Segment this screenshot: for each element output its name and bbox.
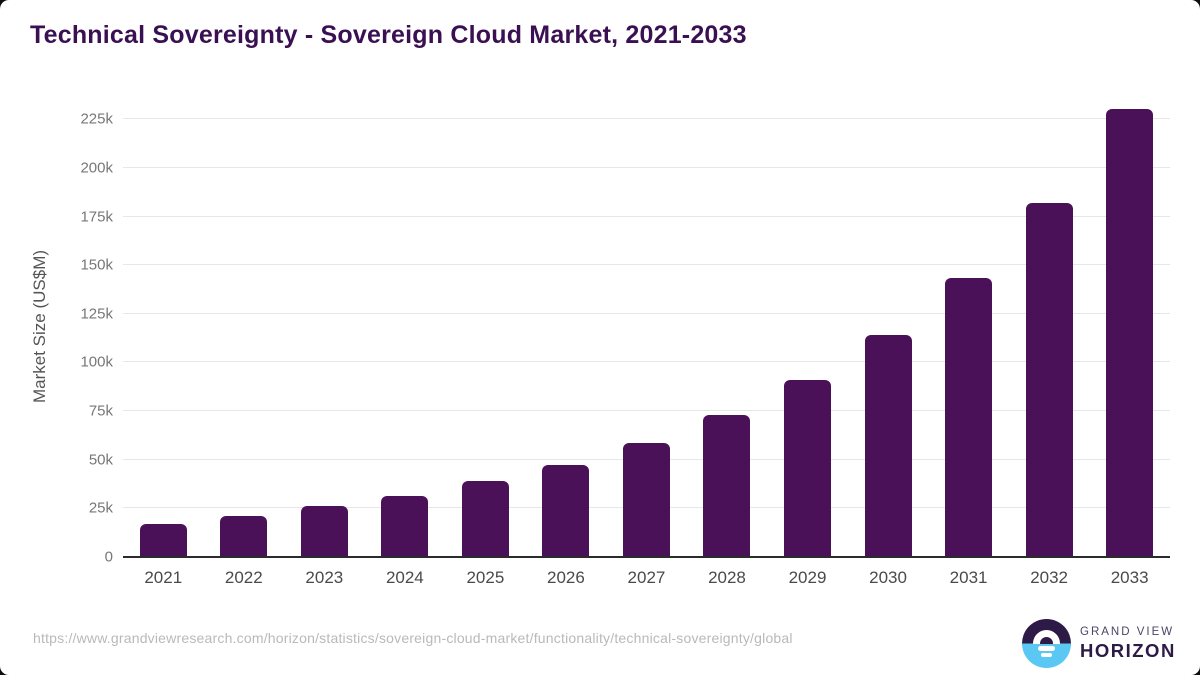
bar-column-2028 [687,95,768,557]
page-title: Technical Sovereignty - Sovereign Cloud … [30,21,747,49]
bar-2022 [220,516,268,557]
y-tick-label-150k: 150k [80,256,113,274]
gridline-150k [123,264,1170,266]
x-tick-label-2023: 2023 [305,568,344,587]
gridline-75k [123,410,1170,412]
bar-column-2030 [848,95,929,557]
y-tick-label-100k: 100k [80,353,113,371]
gridline-200k [123,166,1170,168]
y-tick-label-125k: 125k [80,305,113,323]
bar-2033 [1106,108,1154,557]
bar-column-2024 [365,95,446,557]
brand-name-bottom: HORIZON [1080,639,1176,661]
bar-column-2033 [1089,95,1170,557]
bar-column-2026 [526,95,607,557]
y-tick-label-25k: 25k [88,499,113,517]
y-tick-label-75k: 75k [88,402,113,420]
brand-logo: GRAND VIEW HORIZON [1022,619,1176,668]
bar-2023 [300,506,348,557]
sun-reflection-bar-2 [1041,653,1052,657]
x-tick-label-2022: 2022 [224,568,263,587]
brand-text: GRAND VIEW HORIZON [1080,626,1176,662]
x-tick-label-2024: 2024 [385,568,424,587]
brand-name-top: GRAND VIEW [1080,625,1175,638]
horizon-sun-icon [1022,619,1071,668]
bar-column-2031 [928,95,1009,557]
bar-column-2029 [767,95,848,557]
y-tick-label-50k: 50k [88,451,113,469]
bar-column-2021 [123,95,204,557]
bar-2030 [864,335,912,557]
bar-2032 [1025,203,1073,557]
x-axis-line [123,556,1170,558]
y-tick-label-175k: 175k [80,208,113,226]
sun-reflection-bar-1 [1038,646,1055,651]
bar-2029 [784,380,832,557]
bar-column-2023 [284,95,365,557]
bar-2026 [542,464,590,557]
bar-2021 [139,523,187,557]
x-axis-labels: 2021 2022 2023 2024 2025 2026 2027 2028 2029 2030… [123,568,1170,588]
x-tick-label-2030: 2030 [869,568,907,587]
bar-2028 [703,415,751,557]
gridline-225k [123,118,1170,120]
x-tick-label-2028: 2028 [708,568,746,587]
x-tick-label-2031: 2031 [949,568,988,587]
bar-2031 [945,277,993,557]
bar-column-2025 [445,95,526,557]
bar-2027 [622,443,670,557]
y-tick-label-200k: 200k [80,159,113,177]
gridline-125k [123,312,1170,314]
x-tick-label-2026: 2026 [547,568,585,587]
bar-column-2032 [1009,95,1090,557]
x-tick-label-2027: 2027 [627,568,666,587]
source-url: https://www.grandviewresearch.com/horizo… [33,630,793,646]
bar-column-2027 [606,95,687,557]
sun-arch-shape [1033,630,1060,644]
x-tick-label-2033: 2033 [1110,568,1149,587]
x-tick-label-2021: 2021 [144,568,183,587]
x-tick-label-2032: 2032 [1030,568,1069,587]
gridline-175k [123,215,1170,217]
bars-container [123,95,1170,557]
plot-area: 0 25k 50k 75k 100k 125k 150k 175k 200k 225k 2021 2… [80,95,1170,587]
y-tick-label-225k: 225k [80,110,113,128]
x-tick-label-2029: 2029 [788,568,827,587]
bar-2025 [461,481,509,557]
bar-2024 [381,495,429,557]
x-tick-label-2025: 2025 [466,568,505,587]
gridline-100k [123,361,1170,363]
y-tick-label-0: 0 [104,548,113,566]
bar-column-2022 [204,95,285,557]
sun-arch-hole-shape [1040,637,1053,644]
y-axis-title: Market Size (US$M) [30,249,49,403]
